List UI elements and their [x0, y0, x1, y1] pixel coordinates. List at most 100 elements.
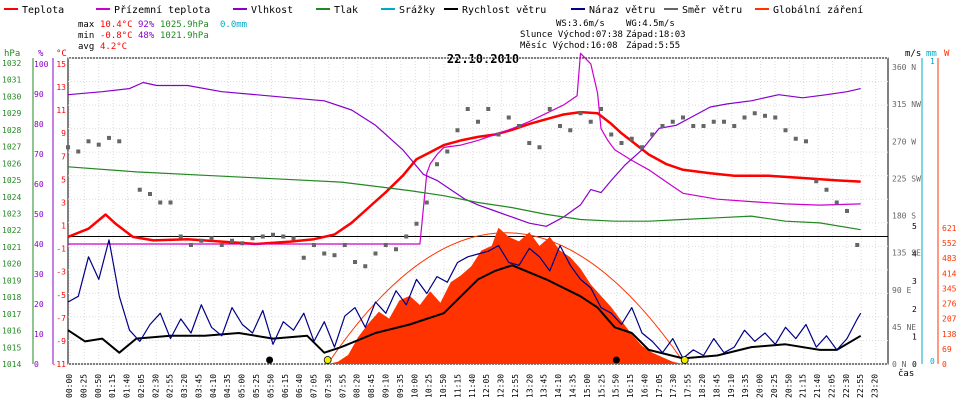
axis-pct-tick: 60: [34, 180, 44, 189]
series-smer-vetru-point: [404, 234, 409, 239]
axis-x-tick: 14:10: [554, 374, 563, 398]
series-smer-vetru-point: [629, 136, 634, 141]
series-smer-vetru-point: [517, 124, 521, 128]
series-line-3: [67, 166, 861, 231]
legend-label: Globální záření: [773, 4, 863, 16]
series-smer-vetru-point: [660, 124, 665, 128]
series-smer-vetru-point: [773, 115, 778, 120]
axis-x-tick: 21:40: [813, 374, 822, 398]
stats-block: max 10.4°C 92% 1025.9hPa 0.0mm min -0.8°C 48% 10…: [78, 20, 247, 52]
axis-ms-tick: 1: [912, 332, 917, 341]
series-smer-vetru-point: [301, 255, 306, 260]
series-smer-vetru-point: [168, 200, 173, 205]
axis-direction-tick: 315 NW: [892, 100, 921, 109]
axis-c-title: °C: [56, 49, 67, 59]
axis-x-tick: 20:25: [770, 374, 779, 398]
axis-x-tick: 03:45: [194, 374, 203, 398]
series-smer-vetru-point: [845, 209, 849, 213]
axis-x-tick: 08:45: [367, 374, 376, 398]
series-smer-vetru-point: [609, 132, 614, 137]
moon-marker: [266, 356, 274, 364]
series-smer-vetru-point: [640, 145, 644, 150]
series-smer-vetru-point: [670, 119, 675, 124]
axis-hpa-title: hPa: [4, 49, 20, 59]
axis-x-tick: 16:15: [626, 374, 635, 398]
axis-c-tick: 5: [61, 175, 66, 184]
axis-direction-tick: 225 SW: [892, 174, 921, 183]
axis-x-tick: 12:30: [497, 374, 506, 398]
axis-w-tick: 483: [942, 254, 957, 263]
axis-x-tick: 20:00: [756, 374, 765, 398]
series-smer-vetru-point: [763, 113, 767, 118]
stats-pressure: 1021.9hPa: [160, 31, 209, 41]
sun-marker: [323, 356, 332, 364]
series-smer-vetru-point: [219, 243, 224, 247]
axis-w-tick: 276: [942, 300, 957, 309]
info-sun-set: Západ:18:03: [626, 30, 686, 40]
info-moon-rise: Měsíc Východ:16:08: [520, 41, 618, 51]
legend-label: Náraz větru: [589, 4, 655, 16]
axis-x-tick: 22:30: [842, 374, 851, 398]
series-smer-vetru-point: [537, 145, 542, 150]
series-smer-vetru-point: [834, 200, 839, 205]
axis-ms-title: m/s: [905, 49, 921, 59]
series-line-5: [67, 239, 862, 359]
axis-c-tick: -7: [56, 314, 66, 323]
chart-title: 22.10.2010: [447, 52, 519, 66]
series-smer-vetru-point: [486, 107, 491, 111]
axis-x-tick: 05:50: [266, 374, 275, 398]
legend-label: Tlak: [334, 5, 358, 16]
axis-hpa-tick: 1016: [2, 327, 21, 336]
axis-direction-tick: 180 S: [892, 212, 916, 221]
axis-ms-tick: 4: [912, 250, 917, 259]
axis-mm-tick: 0: [930, 357, 935, 366]
series-smer-vetru-point: [240, 241, 245, 246]
markers: [266, 356, 689, 364]
series-smer-vetru-point: [547, 107, 552, 111]
series-smer-vetru-point: [250, 236, 255, 241]
axis-x-tick: 04:35: [223, 374, 232, 398]
axis-x-tick: 10:50: [439, 374, 448, 398]
axis-c-tick: -11: [52, 360, 67, 369]
axis-x-tick: 13:45: [540, 374, 549, 398]
axis-x-tick: 15:25: [597, 374, 606, 398]
axis-c-tick: 11: [56, 106, 66, 115]
axis-pct-tick: 70: [34, 150, 44, 159]
axis-x-tick: 19:10: [727, 374, 736, 398]
axis-pct-tick: 40: [34, 240, 44, 249]
series-line-4: [67, 264, 862, 360]
axis-c-tick: -3: [56, 268, 66, 277]
axis-x-tick: 07:30: [324, 374, 333, 398]
axis-hpa-tick: 1019: [2, 276, 21, 285]
series-smer-vetru-point: [281, 234, 286, 239]
series-smer-vetru-point: [804, 139, 808, 144]
series-smer-vetru-point: [178, 234, 183, 239]
series-smer-vetru-point: [701, 124, 706, 128]
series-smer-vetru-point: [722, 119, 726, 124]
series-smer-vetru-point: [117, 139, 122, 144]
axis-x-tick: 20:50: [784, 374, 793, 398]
axis-w-title: W: [944, 49, 950, 59]
axis-x-tick: 15:00: [583, 374, 592, 398]
series-smer-vetru-point: [445, 149, 450, 154]
series-smer-vetru-point: [588, 119, 593, 124]
series-smer-vetru-point: [96, 142, 101, 147]
series-smer-vetru-point: [414, 221, 419, 226]
axis-w-tick: 621: [942, 224, 957, 233]
axis-x-tick: 17:55: [684, 374, 693, 398]
info-ws: WS:3.6m/s: [556, 19, 605, 29]
axis-ms-tick: 3: [912, 277, 917, 286]
stats-temp: -0.8°C: [100, 31, 133, 41]
stats-temp: 4.2°C: [100, 42, 127, 52]
legend-label: Směr větru: [682, 4, 742, 16]
stats-humidity: 48%: [138, 31, 155, 41]
series-smer-vetru-point: [383, 243, 388, 247]
axis-x-tick: 22:05: [827, 374, 836, 398]
axis-x-tick: 07:55: [338, 374, 347, 398]
series-smer-vetru-point: [363, 264, 368, 269]
axis-x-tick: 23:20: [871, 374, 880, 398]
axis-x-tick: 02:30: [151, 374, 160, 398]
series-smer-vetru-point: [199, 238, 204, 243]
series-smer-vetru-point: [76, 149, 81, 154]
